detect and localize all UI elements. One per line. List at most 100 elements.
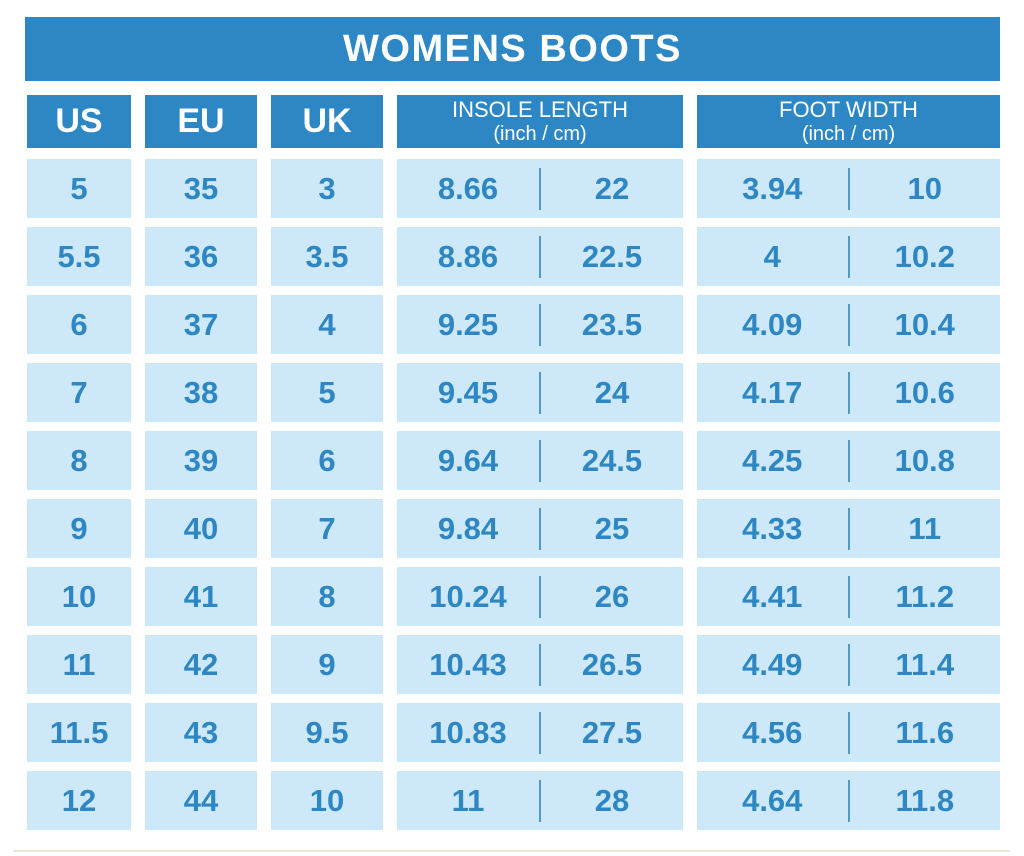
insole-length-cell: 9.45 24 bbox=[397, 363, 683, 422]
insole-cm-value: 24.5 bbox=[581, 442, 643, 478]
us-size-cell: 10 bbox=[27, 567, 131, 626]
uk-size-cell: 8 bbox=[271, 567, 383, 626]
insole-length-cell: 9.84 25 bbox=[397, 499, 683, 558]
us-size-cell: 12 bbox=[27, 771, 131, 830]
us-size-cell: 8 bbox=[27, 431, 131, 490]
insole-length-cell: 8.66 22 bbox=[397, 159, 683, 218]
insole-inch-value: 8.66 bbox=[437, 170, 499, 206]
eu-size-cell: 42 bbox=[145, 635, 257, 694]
width-inch-value: 4.25 bbox=[742, 442, 803, 478]
table-header-row: US EU UK INSOLE LENGTH (inch / cm) FOOT … bbox=[27, 95, 1000, 148]
table-row: 7 38 5 9.45 24 4.17 10.6 bbox=[27, 363, 1000, 422]
inch-cm-divider bbox=[847, 711, 850, 754]
inch-cm-divider bbox=[539, 643, 541, 686]
insole-inch-value: 10.43 bbox=[429, 646, 507, 682]
uk-size-cell: 3.5 bbox=[271, 227, 383, 286]
table-row: 8 39 6 9.64 24.5 4.25 10.8 bbox=[27, 431, 1000, 490]
header-cell-us: US bbox=[27, 95, 131, 148]
insole-inch-value: 9.64 bbox=[437, 442, 499, 478]
inch-cm-divider bbox=[539, 779, 541, 822]
width-cm-value: 10 bbox=[907, 170, 942, 206]
insole-units-label: (inch / cm) bbox=[493, 122, 587, 145]
width-inch-value: 4.64 bbox=[742, 782, 803, 818]
header-cell-insole-length: INSOLE LENGTH (inch / cm) bbox=[397, 95, 683, 148]
insole-length-cell: 8.86 22.5 bbox=[397, 227, 683, 286]
width-inch-value: 4.33 bbox=[742, 510, 803, 546]
us-size-cell: 9 bbox=[27, 499, 131, 558]
header-cell-eu: EU bbox=[145, 95, 257, 148]
insole-length-cell: 10.24 26 bbox=[397, 567, 683, 626]
insole-length-cell: 9.64 24.5 bbox=[397, 431, 683, 490]
foot-width-cell: 4.41 11.2 bbox=[697, 567, 1000, 626]
eu-size-cell: 40 bbox=[145, 499, 257, 558]
insole-length-cell: 9.25 23.5 bbox=[397, 295, 683, 354]
inch-cm-divider bbox=[539, 575, 541, 618]
insole-cm-value: 23.5 bbox=[581, 306, 643, 342]
us-size-cell: 11.5 bbox=[27, 703, 131, 762]
foot-width-cell: 4.09 10.4 bbox=[697, 295, 1000, 354]
size-table: US EU UK INSOLE LENGTH (inch / cm) FOOT … bbox=[27, 95, 1000, 830]
uk-size-cell: 4 bbox=[271, 295, 383, 354]
insole-length-label: INSOLE LENGTH bbox=[451, 97, 629, 123]
inch-cm-divider bbox=[847, 167, 850, 210]
foot-width-label: FOOT WIDTH bbox=[779, 97, 918, 123]
insole-length-cell: 11 28 bbox=[397, 771, 683, 830]
insole-length-cell: 10.83 27.5 bbox=[397, 703, 683, 762]
uk-size-cell: 9.5 bbox=[271, 703, 383, 762]
eu-size-cell: 39 bbox=[145, 431, 257, 490]
uk-size-cell: 10 bbox=[271, 771, 383, 830]
us-size-cell: 5 bbox=[27, 159, 131, 218]
title-bar: WOMENS BOOTS bbox=[25, 17, 1000, 81]
us-size-cell: 7 bbox=[27, 363, 131, 422]
width-cm-value: 11.2 bbox=[895, 578, 955, 614]
width-cm-value: 10.4 bbox=[894, 306, 955, 342]
eu-size-cell: 38 bbox=[145, 363, 257, 422]
width-cm-value: 10.2 bbox=[894, 238, 955, 274]
insole-inch-value: 10.24 bbox=[429, 578, 507, 614]
width-inch-value: 3.94 bbox=[742, 170, 803, 206]
inch-cm-divider bbox=[847, 779, 850, 822]
uk-size-cell: 5 bbox=[271, 363, 383, 422]
inch-cm-divider bbox=[539, 507, 541, 550]
insole-cm-value: 28 bbox=[594, 782, 630, 818]
foot-width-cell: 4.56 11.6 bbox=[697, 703, 1000, 762]
foot-width-cell: 4 10.2 bbox=[697, 227, 1000, 286]
foot-units-label: (inch / cm) bbox=[801, 122, 896, 145]
insole-cm-value: 26.5 bbox=[581, 646, 643, 682]
width-inch-value: 4.49 bbox=[742, 646, 803, 682]
insole-cm-value: 22.5 bbox=[581, 238, 643, 274]
table-row: 9 40 7 9.84 25 4.33 11 bbox=[27, 499, 1000, 558]
us-size-cell: 6 bbox=[27, 295, 131, 354]
eu-size-cell: 41 bbox=[145, 567, 257, 626]
width-cm-value: 10.8 bbox=[894, 442, 955, 478]
insole-inch-value: 10.83 bbox=[429, 714, 507, 750]
eu-size-cell: 35 bbox=[145, 159, 257, 218]
width-inch-value: 4 bbox=[763, 238, 781, 274]
inch-cm-divider bbox=[847, 439, 850, 482]
width-inch-value: 4.09 bbox=[742, 306, 803, 342]
table-row: 5.5 36 3.5 8.86 22.5 4 10.2 bbox=[27, 227, 1000, 286]
inch-cm-divider bbox=[539, 167, 541, 210]
page-title: WOMENS BOOTS bbox=[343, 27, 682, 70]
uk-size-cell: 9 bbox=[271, 635, 383, 694]
insole-cm-value: 26 bbox=[594, 578, 630, 614]
insole-inch-value: 9.25 bbox=[437, 306, 499, 342]
width-inch-value: 4.41 bbox=[742, 578, 803, 614]
foot-width-cell: 4.64 11.8 bbox=[697, 771, 1000, 830]
width-inch-value: 4.56 bbox=[742, 714, 803, 750]
us-size-cell: 5.5 bbox=[27, 227, 131, 286]
table-row: 5 35 3 8.66 22 3.94 10 bbox=[27, 159, 1000, 218]
insole-inch-value: 9.45 bbox=[437, 374, 499, 410]
table-row: 12 44 10 11 28 4.64 11.8 bbox=[27, 771, 1000, 830]
uk-size-cell: 6 bbox=[271, 431, 383, 490]
us-size-cell: 11 bbox=[27, 635, 131, 694]
insole-length-cell: 10.43 26.5 bbox=[397, 635, 683, 694]
inch-cm-divider bbox=[847, 507, 850, 550]
width-inch-value: 4.17 bbox=[742, 374, 803, 410]
table-row: 11.5 43 9.5 10.83 27.5 4.56 11.6 bbox=[27, 703, 1000, 762]
table-row: 11 42 9 10.43 26.5 4.49 11.4 bbox=[27, 635, 1000, 694]
inch-cm-divider bbox=[539, 711, 541, 754]
insole-cm-value: 25 bbox=[594, 510, 630, 546]
insole-cm-value: 24 bbox=[594, 374, 630, 410]
